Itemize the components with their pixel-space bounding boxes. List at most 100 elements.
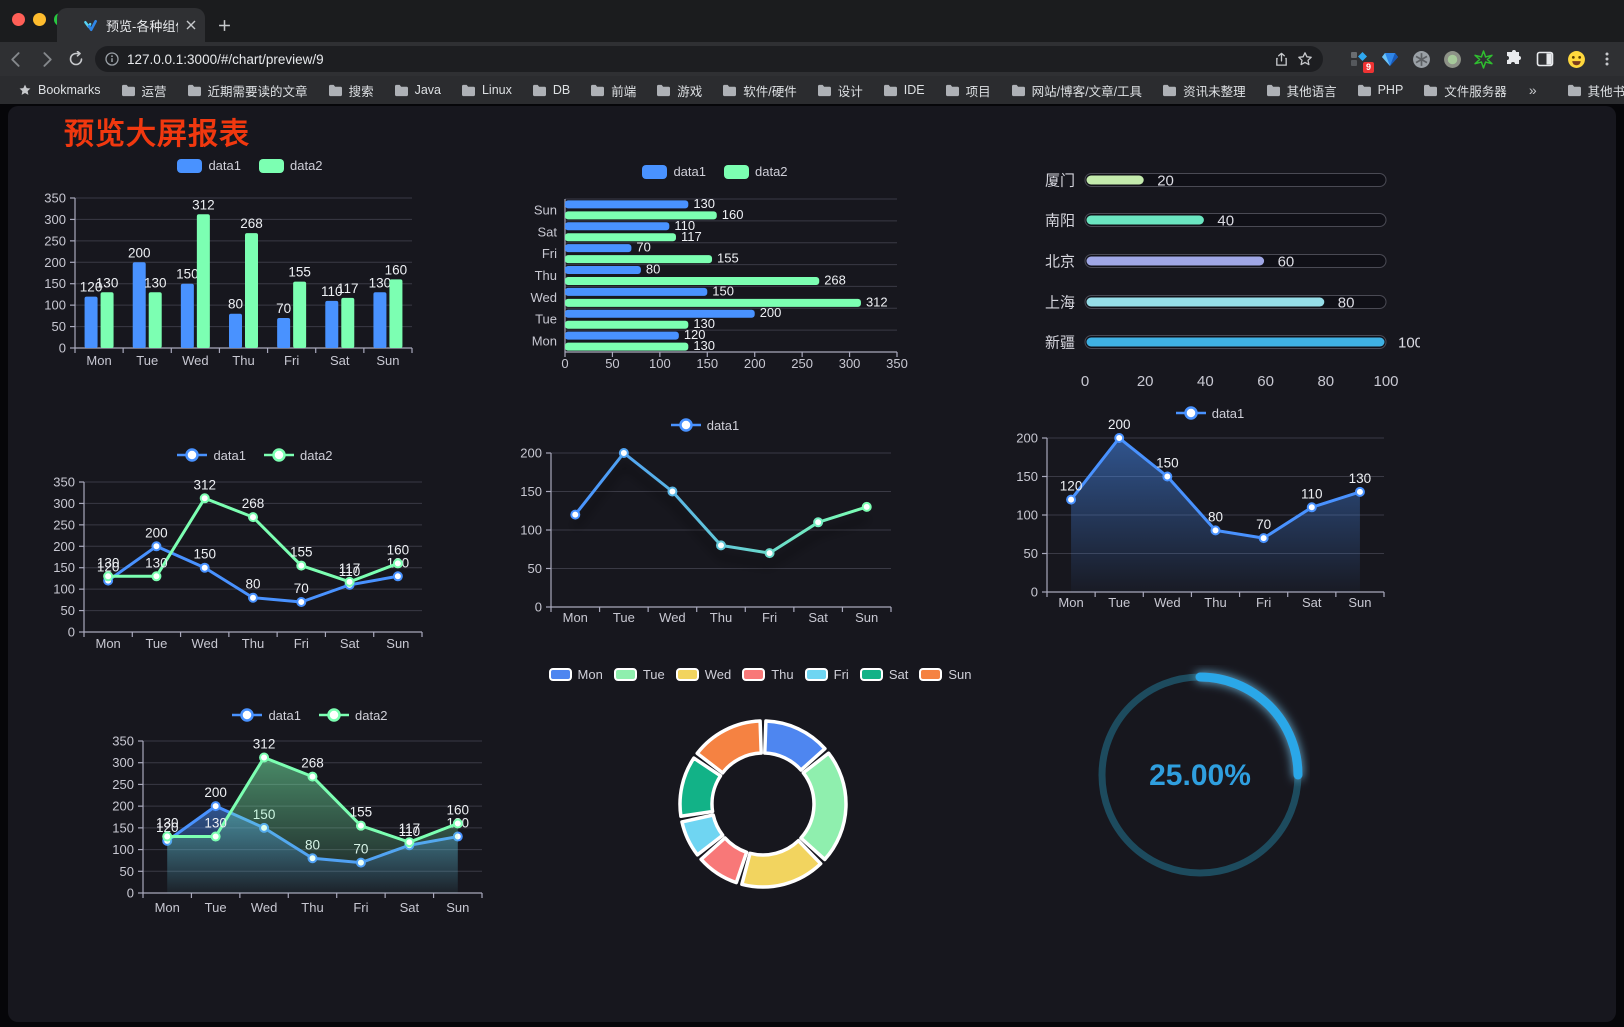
legend-swatch-icon — [548, 668, 572, 681]
window-close-button[interactable] — [12, 13, 25, 26]
svg-text:130: 130 — [156, 816, 179, 831]
svg-text:130: 130 — [97, 555, 120, 570]
bookmark-folder[interactable]: 运营 — [113, 78, 175, 103]
legend-item[interactable]: Thu — [742, 667, 794, 682]
chart-gauge-progress[interactable]: 25.00% — [1090, 665, 1310, 885]
svg-text:新疆: 新疆 — [1045, 335, 1075, 352]
bookmark-folder[interactable]: 网站/博客/文章/工具 — [1003, 78, 1150, 103]
legend-item[interactable]: data1 — [670, 417, 739, 433]
legend-item[interactable]: data2 — [319, 707, 388, 723]
svg-text:100: 100 — [1016, 508, 1038, 523]
chart-horizontal-bar[interactable]: data1 data2 0 50 100 150 200 250 300 350 Sun 130 160… — [505, 148, 925, 380]
svg-text:Sun: Sun — [534, 202, 557, 217]
site-info-icon[interactable] — [105, 52, 119, 66]
legend-item[interactable]: Mon — [548, 667, 603, 682]
legend-item[interactable]: data1 — [177, 158, 241, 173]
puzzle-extensions-icon[interactable] — [1503, 48, 1525, 70]
svg-text:Sat: Sat — [1302, 595, 1322, 610]
dot-circle-icon[interactable] — [1441, 48, 1463, 70]
legend-item[interactable]: Sun — [919, 667, 971, 682]
bookmark-folder[interactable]: 游戏 — [648, 78, 710, 103]
svg-text:200: 200 — [520, 446, 542, 461]
chart-line-gradient[interactable]: data1 0 50 100 150 200 Mon Tue Wed Thu Fri Sat Sun — [505, 413, 905, 628]
legend-item[interactable]: data1 — [1175, 405, 1244, 421]
legend-item[interactable]: data1 — [642, 164, 706, 179]
legend-item[interactable]: data1 — [232, 707, 301, 723]
folder-icon — [187, 84, 201, 96]
reload-icon[interactable] — [64, 47, 88, 71]
legend-item[interactable]: data1 — [177, 447, 246, 463]
share-icon[interactable] — [1274, 52, 1289, 67]
chart-progress-bars[interactable]: 厦门 20 南阳 40 北京 60 上海 80 新疆 100 0 20 40 60 80 100 — [980, 148, 1423, 398]
folder-icon — [1424, 84, 1438, 96]
bookmark-folder[interactable]: 近期需要读的文章 — [179, 78, 316, 103]
svg-text:110: 110 — [399, 824, 421, 839]
new-tab-button[interactable] — [212, 13, 236, 37]
bookmark-folder[interactable]: 软件/硬件 — [714, 78, 804, 103]
legend-swatch-icon — [177, 158, 203, 173]
legend-swatch-icon — [259, 158, 284, 173]
svg-text:350: 350 — [886, 356, 908, 371]
legend-item[interactable]: data2 — [264, 447, 333, 463]
chart-line-two-area[interactable]: data1 data2 0 50 100 150 200 250 300 350 Mon Tue Wed… — [100, 701, 520, 926]
svg-text:300: 300 — [53, 496, 75, 511]
chart-donut[interactable]: Mon Tue Wed Thu Fri Sat Sun — [545, 663, 975, 913]
bookmark-folder[interactable]: DB — [524, 80, 578, 100]
gem-icon[interactable] — [1379, 48, 1401, 70]
url-bar[interactable]: 127.0.0.1:3000/#/chart/preview/9 — [95, 46, 1323, 72]
bookmark-star-icon[interactable] — [1297, 51, 1313, 67]
legend-item[interactable]: data2 — [259, 158, 323, 173]
snowflake-circle-icon[interactable] — [1410, 48, 1432, 70]
bookmarks-overflow-chevron[interactable]: » — [1528, 82, 1537, 98]
chart-legend: data1 — [505, 417, 905, 433]
emoji-face-icon[interactable] — [1565, 48, 1587, 70]
svg-text:上海: 上海 — [1045, 295, 1075, 312]
legend-line-icon — [177, 448, 208, 462]
back-icon[interactable] — [4, 47, 28, 71]
svg-text:350: 350 — [112, 734, 134, 749]
bookmark-folder[interactable]: Java — [386, 80, 449, 100]
svg-text:250: 250 — [112, 777, 134, 792]
chart-legend: data1 data2 — [40, 447, 470, 463]
bookmark-folder[interactable]: 文件服务器 — [1415, 78, 1515, 103]
legend-item[interactable]: Sat — [859, 667, 908, 682]
legend-item[interactable]: Fri — [804, 667, 849, 682]
chart-line-two-series[interactable]: data1 data2 0 50 100 150 200 250 300 350 Mon Tue Wed… — [40, 441, 470, 666]
window-minimize-button[interactable] — [33, 13, 46, 26]
chart-grouped-bar[interactable]: data1 data2 0 50 100 150 200 250 300 350 Mon Tue Wed… — [40, 148, 460, 380]
browser-menu-button[interactable] — [1596, 48, 1618, 70]
svg-text:200: 200 — [1016, 431, 1038, 446]
svg-text:Sun: Sun — [855, 610, 878, 625]
svg-text:50: 50 — [120, 864, 134, 879]
bookmark-folder[interactable]: PHP — [1349, 80, 1412, 100]
page-title: 预览大屏报表 — [64, 118, 250, 151]
legend-item[interactable]: Wed — [675, 667, 731, 682]
svg-text:20: 20 — [1137, 373, 1154, 390]
bookmark-folder[interactable]: 前端 — [582, 78, 644, 103]
svg-text:130: 130 — [96, 275, 119, 290]
svg-text:155: 155 — [717, 251, 739, 266]
bookmark-folder[interactable]: IDE — [875, 80, 933, 100]
folder-icon — [591, 84, 605, 96]
browser-tab[interactable]: 预览-各种组件 — [57, 8, 205, 42]
svg-text:150: 150 — [1016, 469, 1038, 484]
bookmark-folder[interactable]: 资讯未整理 — [1154, 78, 1254, 103]
bookmark-folder[interactable]: 设计 — [809, 78, 871, 103]
svg-text:130: 130 — [1349, 471, 1372, 486]
bookmark-folder[interactable]: 搜索 — [320, 78, 382, 103]
other-bookmarks-folder[interactable]: 其他书签 — [1559, 78, 1624, 103]
legend-item[interactable]: data2 — [724, 164, 788, 179]
side-panel-icon[interactable] — [1534, 48, 1556, 70]
extension-badge: 9 — [1362, 62, 1374, 73]
forward-icon[interactable] — [34, 47, 58, 71]
browser-tabstrip: 预览-各种组件 — [0, 0, 1624, 42]
green-star-icon[interactable] — [1472, 48, 1494, 70]
legend-item[interactable]: Tue — [613, 667, 665, 682]
tab-manager-icon[interactable]: 9 — [1348, 48, 1374, 73]
chart-line-area[interactable]: data1 0 50 100 150 200 Mon Tue Wed Thu Fri Sat Sun 12… — [1000, 401, 1420, 616]
tab-close-icon[interactable] — [186, 20, 196, 30]
bookmark-folder[interactable]: Linux — [453, 80, 520, 100]
bookmark-folder[interactable]: 项目 — [937, 78, 999, 103]
bookmark-folder[interactable]: 其他语言 — [1258, 78, 1345, 103]
bookmark-item-bookmarks[interactable]: Bookmarks — [10, 80, 109, 100]
